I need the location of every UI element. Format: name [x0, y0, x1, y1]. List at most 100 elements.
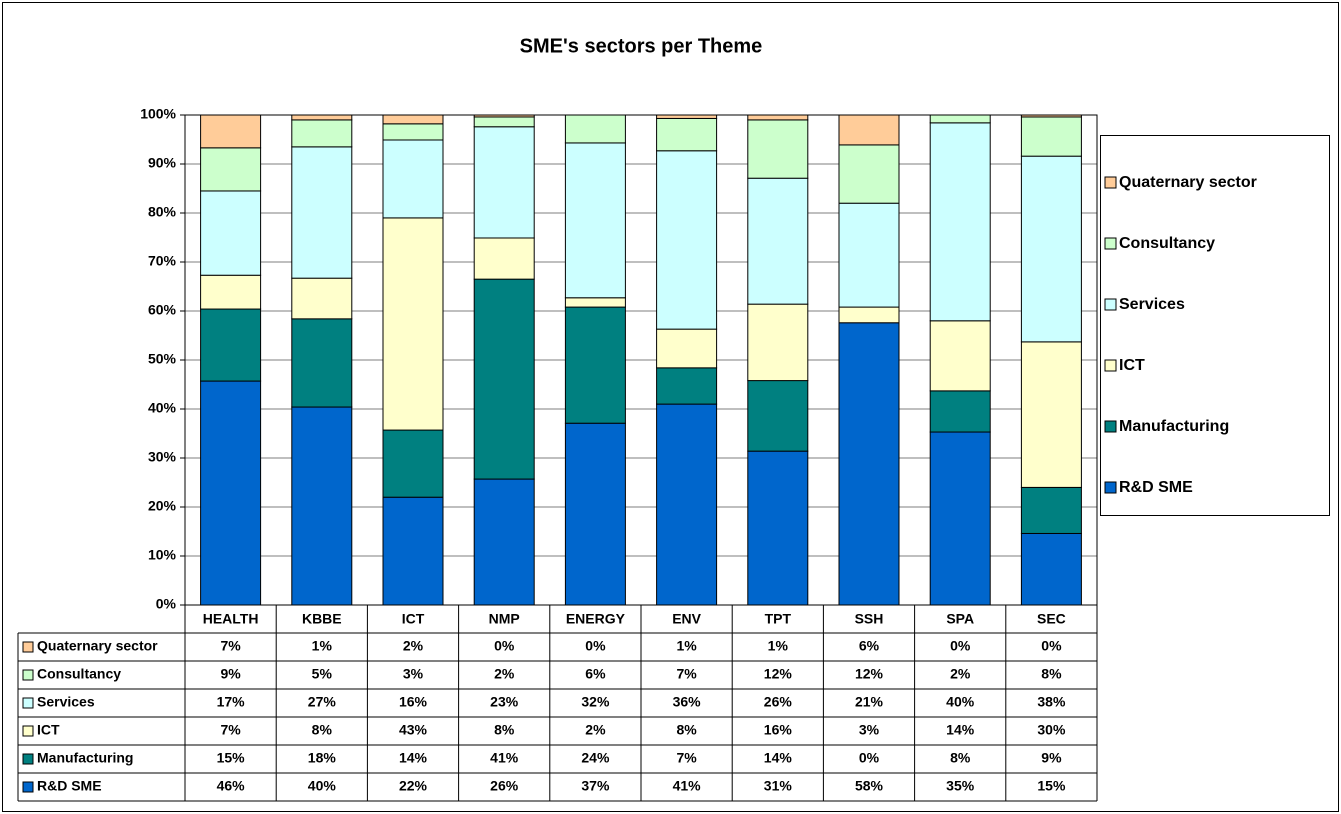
bar-segment — [473, 478, 535, 606]
table-key — [22, 725, 34, 737]
table-value: 9% — [220, 666, 241, 682]
y-tick-label: 100% — [140, 106, 176, 122]
bar-segment — [747, 303, 809, 382]
legend-key — [1104, 237, 1117, 250]
table-value: 30% — [1037, 722, 1066, 738]
legend-key — [1104, 481, 1117, 494]
table-row-label: Quaternary sector — [37, 638, 158, 654]
bar-segment — [382, 217, 444, 431]
x-tick-label: SSH — [855, 611, 884, 627]
table-value: 8% — [312, 722, 333, 738]
legend-box — [1100, 135, 1330, 516]
table-value: 15% — [1037, 778, 1066, 794]
bar-segment — [656, 367, 718, 405]
table-value: 3% — [403, 666, 424, 682]
legend-key — [1104, 298, 1117, 311]
table-value: 0% — [494, 638, 515, 654]
table-value: 2% — [585, 722, 606, 738]
bar-segment — [291, 119, 353, 148]
legend-key — [1104, 420, 1117, 433]
table-value: 8% — [950, 750, 971, 766]
y-tick-label: 40% — [148, 400, 177, 416]
bar-segment — [747, 450, 809, 606]
bar-segment — [1020, 532, 1082, 606]
bar-segment — [656, 117, 718, 152]
bar-segment — [564, 422, 626, 606]
bar-segment — [473, 114, 535, 118]
bar-segment — [747, 119, 809, 179]
table-value: 2% — [950, 666, 971, 682]
x-tick-label: SPA — [946, 611, 974, 627]
y-tick-label: 50% — [148, 351, 177, 367]
x-tick-label: ICT — [402, 611, 425, 627]
bar-segment — [656, 403, 718, 606]
bar-segment — [929, 390, 991, 433]
bar-segment — [382, 114, 444, 125]
table-row-label: ICT — [37, 722, 60, 738]
table-value: 2% — [494, 666, 515, 682]
table-key — [22, 641, 34, 653]
bar-segment — [1020, 341, 1082, 488]
bar-segment — [291, 318, 353, 408]
bar-segment — [929, 320, 991, 392]
table-value: 23% — [490, 694, 519, 710]
bar-segment — [564, 142, 626, 299]
bar-segment — [838, 306, 900, 324]
table-value: 41% — [490, 750, 519, 766]
bar-segment — [382, 429, 444, 498]
bar-segment — [1020, 155, 1082, 343]
table-value: 12% — [855, 666, 884, 682]
table-value: 1% — [768, 638, 789, 654]
legend-label: Quaternary sector — [1119, 174, 1257, 191]
y-tick-label: 70% — [148, 253, 177, 269]
bar-segment — [200, 308, 262, 382]
table-value: 9% — [1041, 750, 1062, 766]
bar-segment — [200, 114, 262, 149]
table-key — [22, 697, 34, 709]
table-value: 6% — [585, 666, 606, 682]
x-tick-label: ENERGY — [566, 611, 626, 627]
table-value: 32% — [581, 694, 610, 710]
table-value: 0% — [859, 750, 880, 766]
table-value: 1% — [676, 638, 697, 654]
bar-segment — [929, 122, 991, 322]
table-value: 26% — [764, 694, 793, 710]
bar-segment — [200, 380, 262, 606]
bar-segment — [473, 126, 535, 239]
table-value: 15% — [217, 750, 246, 766]
y-tick-label: 10% — [148, 547, 177, 563]
table-value: 8% — [494, 722, 515, 738]
bar-segment — [747, 114, 809, 121]
bar-segment — [929, 431, 991, 606]
table-value: 8% — [1041, 666, 1062, 682]
table-row-label: Manufacturing — [37, 750, 133, 766]
table-value: 7% — [220, 722, 241, 738]
table-value: 26% — [490, 778, 519, 794]
table-value: 5% — [312, 666, 333, 682]
table-value: 17% — [217, 694, 246, 710]
chart-title: SME's sectors per Theme — [520, 35, 763, 57]
table-value: 12% — [764, 666, 793, 682]
legend-label: Manufacturing — [1119, 418, 1229, 435]
y-tick-label: 30% — [148, 449, 177, 465]
bar-segment — [291, 146, 353, 279]
bar-segment — [382, 496, 444, 606]
table-row-label: Consultancy — [37, 666, 121, 682]
table-value: 1% — [312, 638, 333, 654]
y-tick-label: 90% — [148, 155, 177, 171]
bar-segment — [291, 277, 353, 320]
bar-segment — [382, 123, 444, 141]
table-value: 35% — [946, 778, 975, 794]
x-tick-label: HEALTH — [203, 611, 259, 627]
x-tick-label: SEC — [1037, 611, 1066, 627]
y-tick-label: 80% — [148, 204, 177, 220]
legend-label: Services — [1119, 296, 1185, 313]
table-key — [22, 669, 34, 681]
table-value: 0% — [1041, 638, 1062, 654]
legend-label: R&D SME — [1119, 479, 1193, 496]
table-value: 46% — [217, 778, 246, 794]
table-value: 24% — [581, 750, 610, 766]
table-value: 31% — [764, 778, 793, 794]
bar-segment — [838, 322, 900, 606]
table-value: 22% — [399, 778, 428, 794]
